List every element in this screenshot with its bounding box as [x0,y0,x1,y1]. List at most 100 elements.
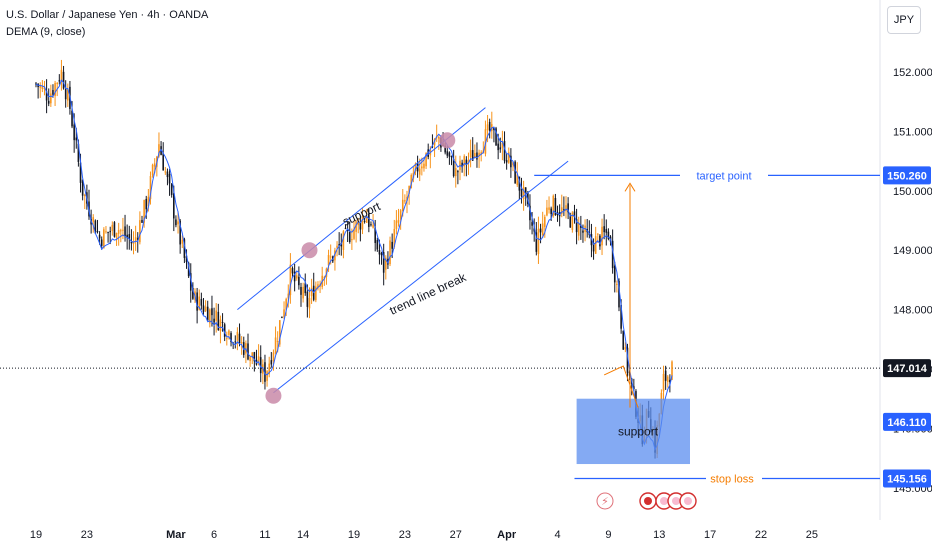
candle-body [633,386,635,389]
candle-body [486,124,489,131]
candle-body [380,253,383,256]
candle-body [141,219,143,223]
candle-body [306,291,309,307]
candle-body [236,331,239,341]
candle-body [287,293,290,299]
candle-body [401,199,404,211]
price-axis-label-bg [883,412,931,431]
candle-body [539,228,542,233]
candle-body [372,224,374,228]
candle-body [495,128,497,146]
candle-body [329,256,332,258]
candle-body [107,231,109,233]
candle-body [96,230,99,232]
candle-body [395,220,398,229]
candle-body [342,231,345,250]
candle-body [217,311,220,330]
candle-body [298,276,300,286]
y-tick-label: 148.000 [893,305,932,317]
candle-body [310,287,313,297]
dema-line [35,79,673,451]
candle-body [111,224,114,231]
candle-body [594,236,597,254]
candle-body [510,155,512,168]
candle-body [567,203,569,213]
y-tick-label: 150.000 [893,186,932,198]
indicator-label: DEMA (9, close) [6,26,86,38]
candle-body [374,227,376,243]
candle-body [136,238,139,240]
candle-body [480,152,482,155]
candle-body [597,233,599,235]
candle-body [613,265,616,283]
candle-body [393,228,396,248]
candle-body [340,242,343,247]
candle-body [75,137,78,141]
price-axis-label: 147.014 [887,363,928,375]
candle-body [253,352,256,362]
candle-body [433,138,436,146]
candle-body [293,271,296,282]
candle-body [391,241,393,249]
candle-body [408,185,410,194]
candle-body [189,273,192,291]
candle-body [50,93,52,104]
candle-body [431,146,434,148]
candle-body [537,228,540,254]
candle-body [317,284,319,289]
candle-body [240,342,243,344]
candle-body [438,136,440,139]
candle-body [385,257,387,270]
candle-body [626,347,629,373]
candle-body [624,347,627,350]
candle-body [204,306,207,311]
candle-body [476,152,478,160]
candle-body [62,71,65,89]
candle-body [295,275,298,279]
candle-body [503,141,506,161]
candle-body [81,179,84,196]
candle-body [105,231,107,233]
candle-body [577,223,580,236]
candle-body [283,309,285,318]
candle-body [541,223,544,236]
candle-body [499,147,502,150]
x-tick-label: Mar [166,529,186,541]
lightning-glyph: ⚡ [601,495,609,508]
support-box [576,398,690,465]
candle-body [603,226,605,233]
candle-body [43,88,46,90]
candle-body [268,363,270,375]
candle-body [206,306,209,321]
candle-body [512,162,514,166]
candle-body [425,152,427,167]
candle-body [147,196,150,207]
candle-body [162,153,164,171]
candle-body [270,360,273,365]
candle-body [149,176,152,200]
candle-body [592,243,595,252]
candle-body [599,235,601,247]
candle-body [213,318,215,323]
candle-body [164,171,167,173]
candle-body [531,222,533,226]
candle-body [533,228,535,232]
candle-body [215,310,217,321]
candle-body [168,173,171,184]
candle-body [45,91,48,101]
candle-body [376,239,379,250]
flag-icon [684,497,692,505]
candle-body [338,243,340,246]
candle-body [41,86,44,89]
candle-body [251,352,254,358]
x-tick-label: 19 [30,529,42,541]
currency-button[interactable]: JPY [887,6,921,34]
candle-body [569,215,572,228]
price-axis-label-bg [883,166,931,185]
candle-body [516,174,519,185]
candle-body [247,343,249,360]
candle-body [145,198,148,210]
x-tick-label: 13 [653,529,665,541]
candle-body [117,229,120,234]
